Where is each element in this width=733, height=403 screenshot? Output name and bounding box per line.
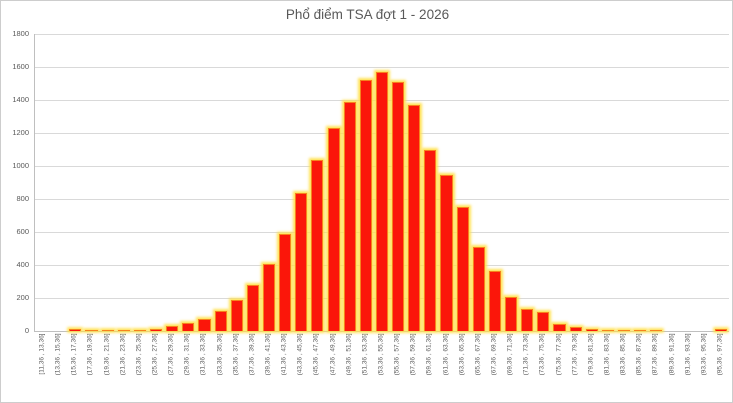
histogram-bar <box>472 246 485 331</box>
x-tick-label: (61,36 , 63,36] <box>442 333 450 376</box>
histogram-bar <box>634 330 647 331</box>
x-tick-label: (43,36 , 45,36] <box>296 333 304 376</box>
x-tick-label: (17,36 , 19,36] <box>86 333 94 376</box>
y-tick-label: 800 <box>16 194 29 203</box>
x-tick-label: (45,36 , 47,36] <box>312 333 320 376</box>
x-tick-label: (59,36 , 61,36] <box>425 333 433 376</box>
y-tick-label: 1400 <box>12 95 29 104</box>
x-tick-label: (55,36 , 57,36] <box>393 333 401 376</box>
x-tick-label: (13,36 , 15,36] <box>54 333 62 376</box>
histogram-bar <box>359 79 372 331</box>
histogram-bar <box>601 329 614 331</box>
y-tick-label: 0 <box>24 326 29 335</box>
x-tick-label: (27,36 , 29,36] <box>167 333 175 376</box>
x-tick-label: (77,36 , 79,36] <box>571 333 579 376</box>
x-tick-label: (53,36 , 55,36] <box>377 333 385 376</box>
x-tick-label: (91,36 , 93,36] <box>684 333 692 376</box>
chart-title: Phổ điểm TSA đợt 1 - 2026 <box>285 7 450 22</box>
x-tick-label: (49,36 , 51,36] <box>345 333 353 376</box>
histogram-bar <box>198 318 211 331</box>
y-tick-label: 400 <box>16 260 29 269</box>
x-tick-label: (71,36 , 73,36] <box>522 333 530 376</box>
histogram-bar <box>214 310 227 331</box>
x-tick-label: (75,36 , 77,36] <box>555 333 563 376</box>
histogram-bar <box>456 206 469 331</box>
histogram-bar <box>505 297 518 331</box>
x-tick-label: (19,36 , 21,36] <box>103 333 111 376</box>
x-tick-label: (63,36 , 65,36] <box>458 333 466 376</box>
x-tick-label: (15,36 , 17,36] <box>70 333 78 376</box>
histogram-bar <box>149 329 163 331</box>
histogram-bar <box>69 329 82 331</box>
histogram-bar <box>246 285 259 331</box>
histogram-bar <box>488 271 502 331</box>
histogram-bar <box>714 329 727 331</box>
histogram-bar <box>262 264 276 331</box>
x-tick-label: (69,36 , 71,36] <box>506 333 514 376</box>
histogram-bar <box>182 323 195 331</box>
y-tick-label: 1000 <box>12 161 29 170</box>
x-tick-label: (47,36 , 49,36] <box>329 333 337 376</box>
x-tick-label: (35,36 , 37,36] <box>232 333 240 376</box>
y-tick-label: 1600 <box>12 62 29 71</box>
x-tick-label: (41,36 , 43,36] <box>280 333 288 376</box>
histogram-bar <box>392 81 405 331</box>
histogram-bar <box>166 326 179 331</box>
x-tick-label: [11,36 , 13,36] <box>38 333 46 375</box>
x-tick-label: (73,36 , 75,36] <box>538 333 546 376</box>
gridline <box>35 67 729 68</box>
y-tick-label: 1800 <box>12 29 29 38</box>
histogram-bar <box>85 330 98 331</box>
x-tick-label: (79,36 , 81,36] <box>587 333 595 376</box>
x-tick-label: (57,36 , 59,36] <box>409 333 417 376</box>
x-tick-label: (81,36 , 83,36] <box>603 333 611 376</box>
x-tick-label: (37,36 , 39,36] <box>248 333 256 376</box>
x-tick-label: (25,36 , 27,36] <box>151 333 159 376</box>
gridline <box>35 34 729 35</box>
histogram-bar <box>408 105 421 331</box>
histogram-bar <box>521 308 534 331</box>
histogram-bar <box>618 330 631 331</box>
x-tick-label: (29,36 , 31,36] <box>183 333 191 376</box>
y-tick-label: 600 <box>16 227 29 236</box>
histogram-bar <box>230 300 243 331</box>
histogram-bar <box>279 234 292 331</box>
x-tick-label: (93,36 , 95,36] <box>700 333 708 376</box>
x-tick-label: (39,36 , 41,36] <box>264 333 272 376</box>
x-tick-label: (83,36 , 85,36] <box>619 333 627 376</box>
x-tick-label: (67,36 , 69,36] <box>490 333 498 376</box>
histogram-bar <box>133 329 146 331</box>
x-tick-label: (21,36 , 23,36] <box>119 333 127 376</box>
x-tick-label: (85,36 , 87,36] <box>635 333 643 376</box>
x-axis-labels: [11,36 , 13,36] (13,36 , 15,36] (15,36 , 1… <box>34 332 728 402</box>
histogram-bar <box>117 330 130 331</box>
x-tick-label: (87,36 , 89,36] <box>651 333 659 376</box>
x-tick-label: (95,36 , 97,36] <box>716 333 724 376</box>
x-tick-label: (33,36 , 35,36] <box>216 333 224 376</box>
histogram-bar <box>375 71 389 331</box>
x-tick-label: (23,36 , 25,36] <box>135 333 143 376</box>
histogram-bar <box>327 128 340 331</box>
plot-area <box>34 34 729 332</box>
histogram-bar <box>553 323 566 331</box>
x-tick-label: (65,36 , 67,36] <box>474 333 482 376</box>
y-tick-label: 200 <box>16 293 29 302</box>
histogram-bar <box>650 330 663 331</box>
histogram-bar <box>585 328 598 331</box>
x-tick-label: (31,36 , 33,36] <box>199 333 207 376</box>
x-tick-label: (89,36 , 91,36] <box>668 333 675 376</box>
histogram-bar <box>101 330 114 331</box>
histogram-bar <box>424 150 437 331</box>
histogram-bar <box>440 175 453 331</box>
y-tick-label: 1200 <box>12 128 29 137</box>
histogram-bar <box>343 102 356 331</box>
histogram-bar <box>311 160 324 331</box>
x-tick-label: (51,36 , 53,36] <box>361 333 369 376</box>
histogram-bar <box>537 312 550 331</box>
histogram-bar <box>295 193 308 331</box>
histogram-bar <box>569 327 582 331</box>
